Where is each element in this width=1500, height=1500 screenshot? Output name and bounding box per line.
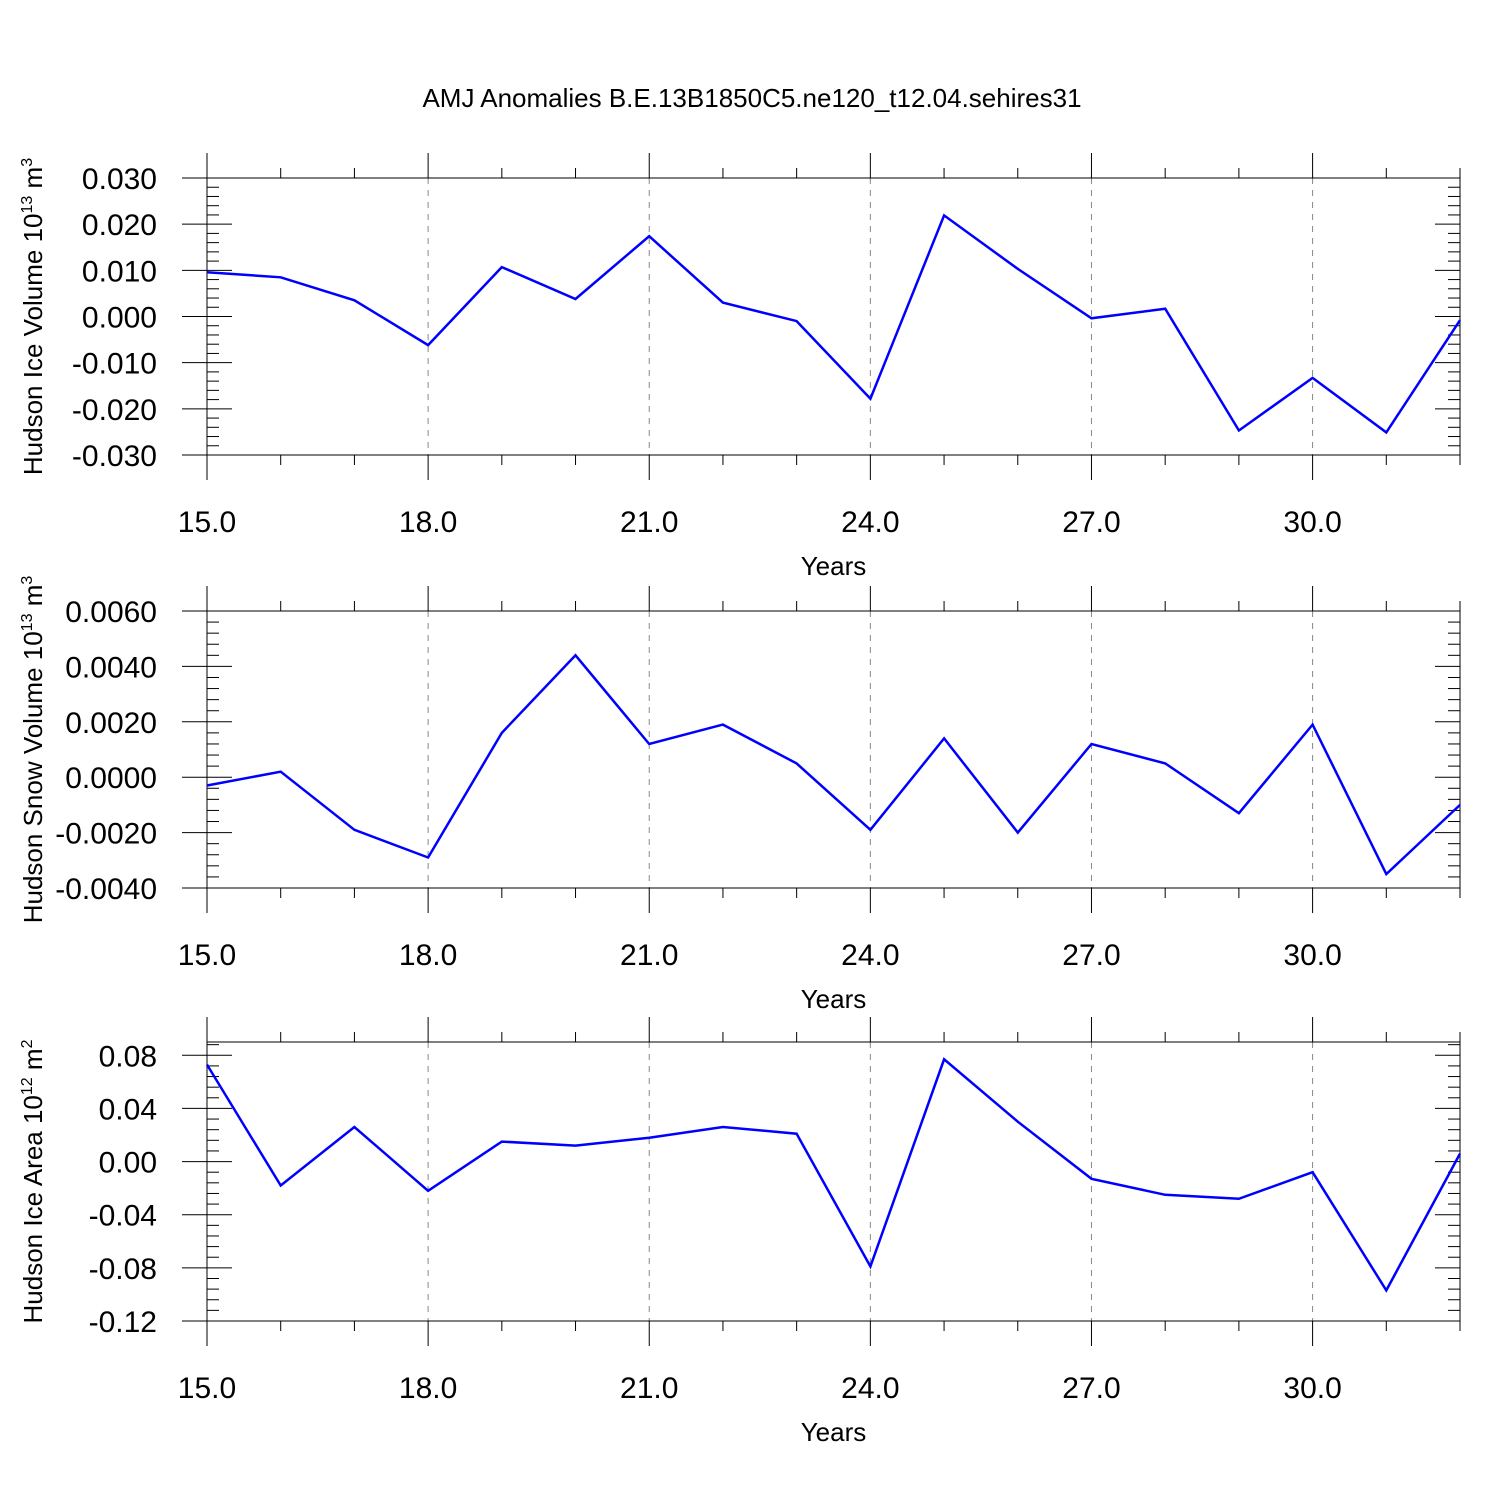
y-axis-label: Hudson Ice Area 1012 m2 <box>18 1039 48 1323</box>
x-axis-label: Years <box>801 984 867 1014</box>
y-tick-label: -0.12 <box>89 1306 157 1339</box>
x-tick-label: 30.0 <box>1283 1372 1341 1405</box>
y-tick-label: -0.010 <box>72 348 157 381</box>
y-tick-label: 0.010 <box>82 255 157 288</box>
y-tick-label: -0.030 <box>72 440 157 473</box>
y-tick-label: -0.020 <box>72 394 157 427</box>
figure-title: AMJ Anomalies B.E.13B1850C5.ne120_t12.04… <box>422 83 1081 113</box>
panel-ice-volume: 15.0 18.0 21.0 24.0 27.0 30.0 -0.030 -0.020 -0.0… <box>18 153 1462 581</box>
y-tick-label: 0.020 <box>82 209 157 242</box>
x-tick-label: 15.0 <box>178 1372 236 1405</box>
series-line <box>206 213 1462 435</box>
y-tick-label: -0.0040 <box>55 873 157 906</box>
y-tick-label: 0.000 <box>82 302 157 335</box>
x-tick-label: 15.0 <box>178 939 236 972</box>
y-axis-label: Hudson Snow Volume 1013 m3 <box>18 576 48 924</box>
series-line <box>206 653 1461 877</box>
y-tick-label: 0.0040 <box>65 651 157 684</box>
y-tick-label: 0.00 <box>99 1147 157 1180</box>
y-tick-label: 0.030 <box>82 163 157 196</box>
plot-frame <box>206 1041 1461 1322</box>
x-tick-label: 27.0 <box>1062 1372 1120 1405</box>
y-tick-label: -0.04 <box>89 1200 157 1233</box>
x-tick-label: 18.0 <box>399 939 457 972</box>
x-axis-label: Years <box>801 551 867 581</box>
y-tick-label: 0.0000 <box>65 762 157 795</box>
x-tick-label: 21.0 <box>620 939 678 972</box>
series-line <box>205 1057 1462 1293</box>
x-tick-label: 27.0 <box>1062 506 1120 539</box>
y-tick-label: 0.08 <box>99 1040 157 1073</box>
y-tick-label: -0.0020 <box>55 818 157 851</box>
panel-snow-volume: 15.0 18.0 21.0 24.0 27.0 30.0 -0.0040 -0.0020 0.… <box>18 576 1461 1014</box>
y-axis-label: Hudson Ice Volume 1013 m3 <box>18 158 48 475</box>
x-tick-label: 21.0 <box>620 1372 678 1405</box>
x-tick-label: 24.0 <box>841 506 899 539</box>
x-tick-label: 30.0 <box>1283 506 1341 539</box>
panel-ice-area: 15.0 18.0 21.0 24.0 27.0 30.0 -0.12 -0.08 -0.04 0… <box>18 1017 1462 1447</box>
x-axis-label: Years <box>801 1417 867 1447</box>
x-tick-label: 27.0 <box>1062 939 1120 972</box>
x-tick-label: 15.0 <box>178 506 236 539</box>
y-tick-label: 0.0060 <box>65 596 157 629</box>
plot-frame <box>206 610 1461 889</box>
plot-frame <box>206 177 1461 456</box>
x-tick-label: 18.0 <box>399 1372 457 1405</box>
x-tick-label: 24.0 <box>841 1372 899 1405</box>
y-tick-label: 0.0020 <box>65 707 157 740</box>
x-tick-label: 30.0 <box>1283 939 1341 972</box>
x-tick-label: 18.0 <box>399 506 457 539</box>
y-tick-label: -0.08 <box>89 1253 157 1286</box>
x-tick-label: 24.0 <box>841 939 899 972</box>
x-tick-label: 21.0 <box>620 506 678 539</box>
y-tick-label: 0.04 <box>99 1093 157 1126</box>
